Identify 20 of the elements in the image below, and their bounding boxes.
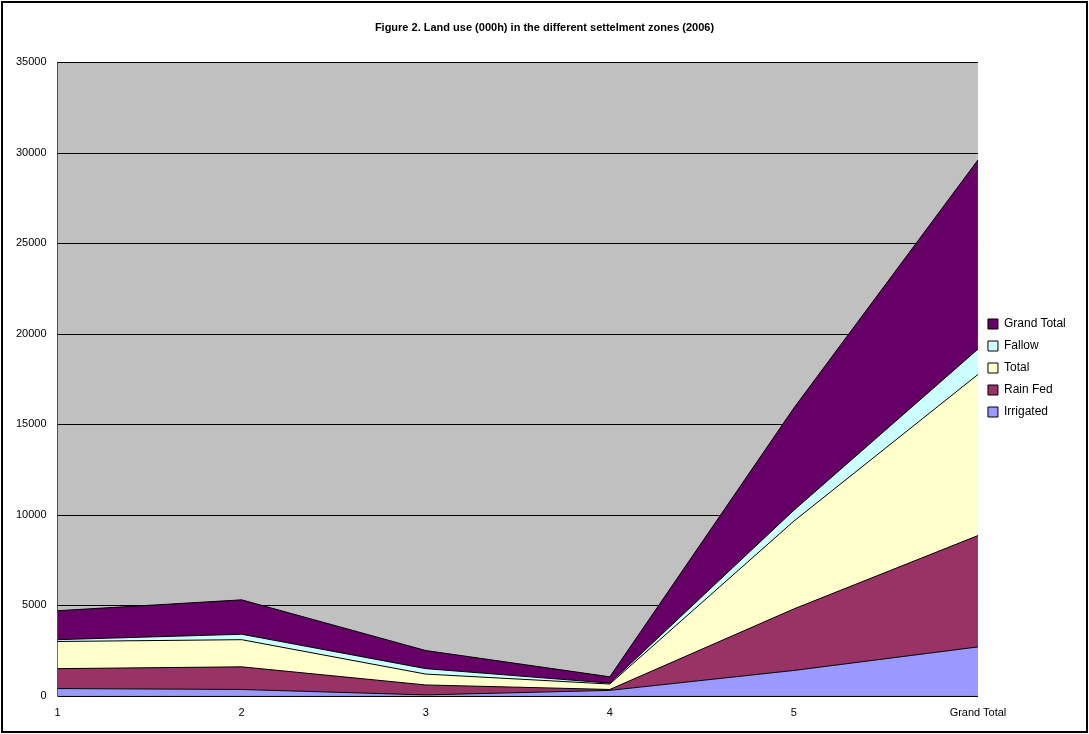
legend-label: Irrigated bbox=[1003, 404, 1048, 419]
x-tick-label: 2 bbox=[238, 706, 245, 719]
x-tick-label: 5 bbox=[790, 706, 797, 719]
chart-title: Figure 2. Land use (000h) in the different settelment zones (2006) bbox=[374, 20, 715, 33]
x-tick-label: Grand Total bbox=[949, 706, 1007, 719]
x-tick-label: 3 bbox=[422, 706, 429, 719]
y-tick-label: 25000 bbox=[15, 236, 47, 249]
y-tick-label: 15000 bbox=[15, 417, 47, 430]
legend-label: Fallow bbox=[1003, 338, 1039, 353]
y-tick-label: 30000 bbox=[15, 145, 47, 158]
y-tick-label: 35000 bbox=[15, 55, 47, 68]
y-tick-label: 20000 bbox=[15, 326, 47, 339]
legend-label: Total bbox=[1003, 360, 1030, 375]
x-tick-label: 1 bbox=[54, 706, 61, 719]
legend-label: Rain Fed bbox=[1003, 382, 1053, 397]
y-tick-label: 0 bbox=[40, 688, 47, 701]
y-tick-label: 10000 bbox=[15, 507, 47, 520]
x-tick-label: 4 bbox=[606, 706, 613, 719]
legend-label: Grand Total bbox=[1003, 316, 1066, 331]
y-tick-label: 5000 bbox=[22, 598, 47, 611]
